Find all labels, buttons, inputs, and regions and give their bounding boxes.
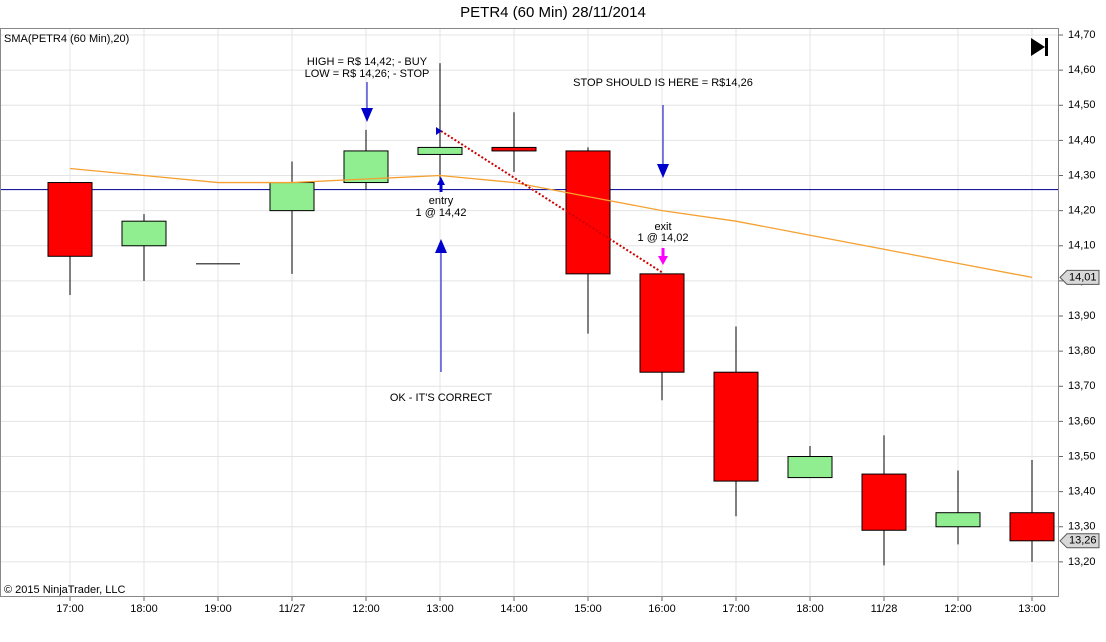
- x-tick-label: 17:00: [722, 603, 750, 615]
- trade-entry-marker: [436, 127, 442, 135]
- y-tick-label: 13,60: [1068, 415, 1096, 427]
- y-tick-label: 13,40: [1068, 486, 1096, 498]
- candle-body: [491, 146, 537, 152]
- marks: [0, 63, 1059, 566]
- x-tick-label: 14:00: [500, 603, 528, 615]
- candle-body: [121, 220, 167, 247]
- price-tag-label: 14,01: [1069, 271, 1097, 283]
- y-tick-label: 14,50: [1068, 99, 1096, 111]
- x-tick-label: 12:00: [944, 603, 972, 615]
- y-tick-label: 14,60: [1068, 64, 1096, 76]
- y-tick-label: 14,30: [1068, 169, 1096, 181]
- annotation: 1 @ 14,42: [416, 207, 467, 219]
- y-tick-label: 14,40: [1068, 134, 1096, 146]
- annotation: STOP SHOULD IS HERE = R$14,26: [573, 77, 753, 89]
- candle-body: [935, 512, 981, 528]
- candle-body: [861, 473, 907, 531]
- y-tick-label: 14,20: [1068, 205, 1096, 217]
- x-tick-label: 11/27: [279, 603, 306, 615]
- y-tick-label: 13,30: [1068, 521, 1096, 533]
- x-tick-label: 12:00: [352, 603, 380, 615]
- arrow-head: [435, 239, 447, 253]
- y-tick-label: 14,10: [1068, 240, 1096, 252]
- candle-body: [639, 273, 685, 373]
- x-tick-label: 18:00: [796, 603, 824, 615]
- y-tick-label: 13,20: [1068, 556, 1096, 568]
- candle-body: [1009, 512, 1055, 542]
- y-tick-label: 13,50: [1068, 450, 1096, 462]
- candle-body: [47, 182, 93, 257]
- annotation: entry: [429, 195, 454, 207]
- candle-body: [343, 150, 389, 184]
- chart-title: PETR4 (60 Min) 28/11/2014: [460, 4, 646, 21]
- y-tick-label: 13,70: [1068, 380, 1096, 392]
- candle-body: [269, 182, 315, 212]
- price-tag-label: 13,26: [1069, 535, 1097, 547]
- price-tag: [1059, 269, 1100, 285]
- annotation: OK - IT'S CORRECT: [390, 392, 493, 404]
- plot-frame: [0, 28, 1059, 597]
- annotation: 1 @ 14,02: [638, 232, 689, 244]
- arrow-head: [361, 108, 373, 122]
- arrow-head: [657, 164, 669, 178]
- x-tick-label: 13:00: [426, 603, 454, 615]
- exit-marker: [658, 256, 668, 265]
- exit-marker: [661, 248, 665, 257]
- annotation: HIGH = R$ 14,42; - BUY: [307, 56, 428, 68]
- annotation: LOW = R$ 14,26; - STOP: [305, 68, 430, 80]
- candle-body: [713, 371, 759, 482]
- x-tick-label: 18:00: [130, 603, 158, 615]
- x-tick-label: 16:00: [648, 603, 676, 615]
- y-tick-label: 13,80: [1068, 345, 1096, 357]
- x-tick-label: 17:00: [56, 603, 84, 615]
- play-icon[interactable]: [1031, 38, 1045, 56]
- x-tick-label: 19:00: [204, 603, 232, 615]
- x-tick-label: 13:00: [1018, 603, 1046, 615]
- y-tick-label: 14,70: [1068, 29, 1096, 41]
- indicator-label: SMA(PETR4 (60 Min),20): [4, 33, 129, 45]
- candle-body: [417, 146, 463, 155]
- x-tick-label: 15:00: [574, 603, 602, 615]
- candle-body: [787, 456, 833, 479]
- play-icon[interactable]: [1045, 38, 1048, 56]
- y-tick-label: 13,90: [1068, 310, 1096, 322]
- x-tick-label: 11/28: [871, 603, 898, 615]
- candle-body: [196, 263, 240, 265]
- price-tag: [1059, 533, 1100, 549]
- annotation: exit: [654, 221, 671, 233]
- entry-marker: [439, 184, 443, 192]
- copyright: © 2015 NinjaTrader, LLC: [4, 584, 125, 596]
- sma-line: [69, 167, 1033, 279]
- candle-body: [565, 150, 611, 275]
- entry-marker: [437, 177, 445, 185]
